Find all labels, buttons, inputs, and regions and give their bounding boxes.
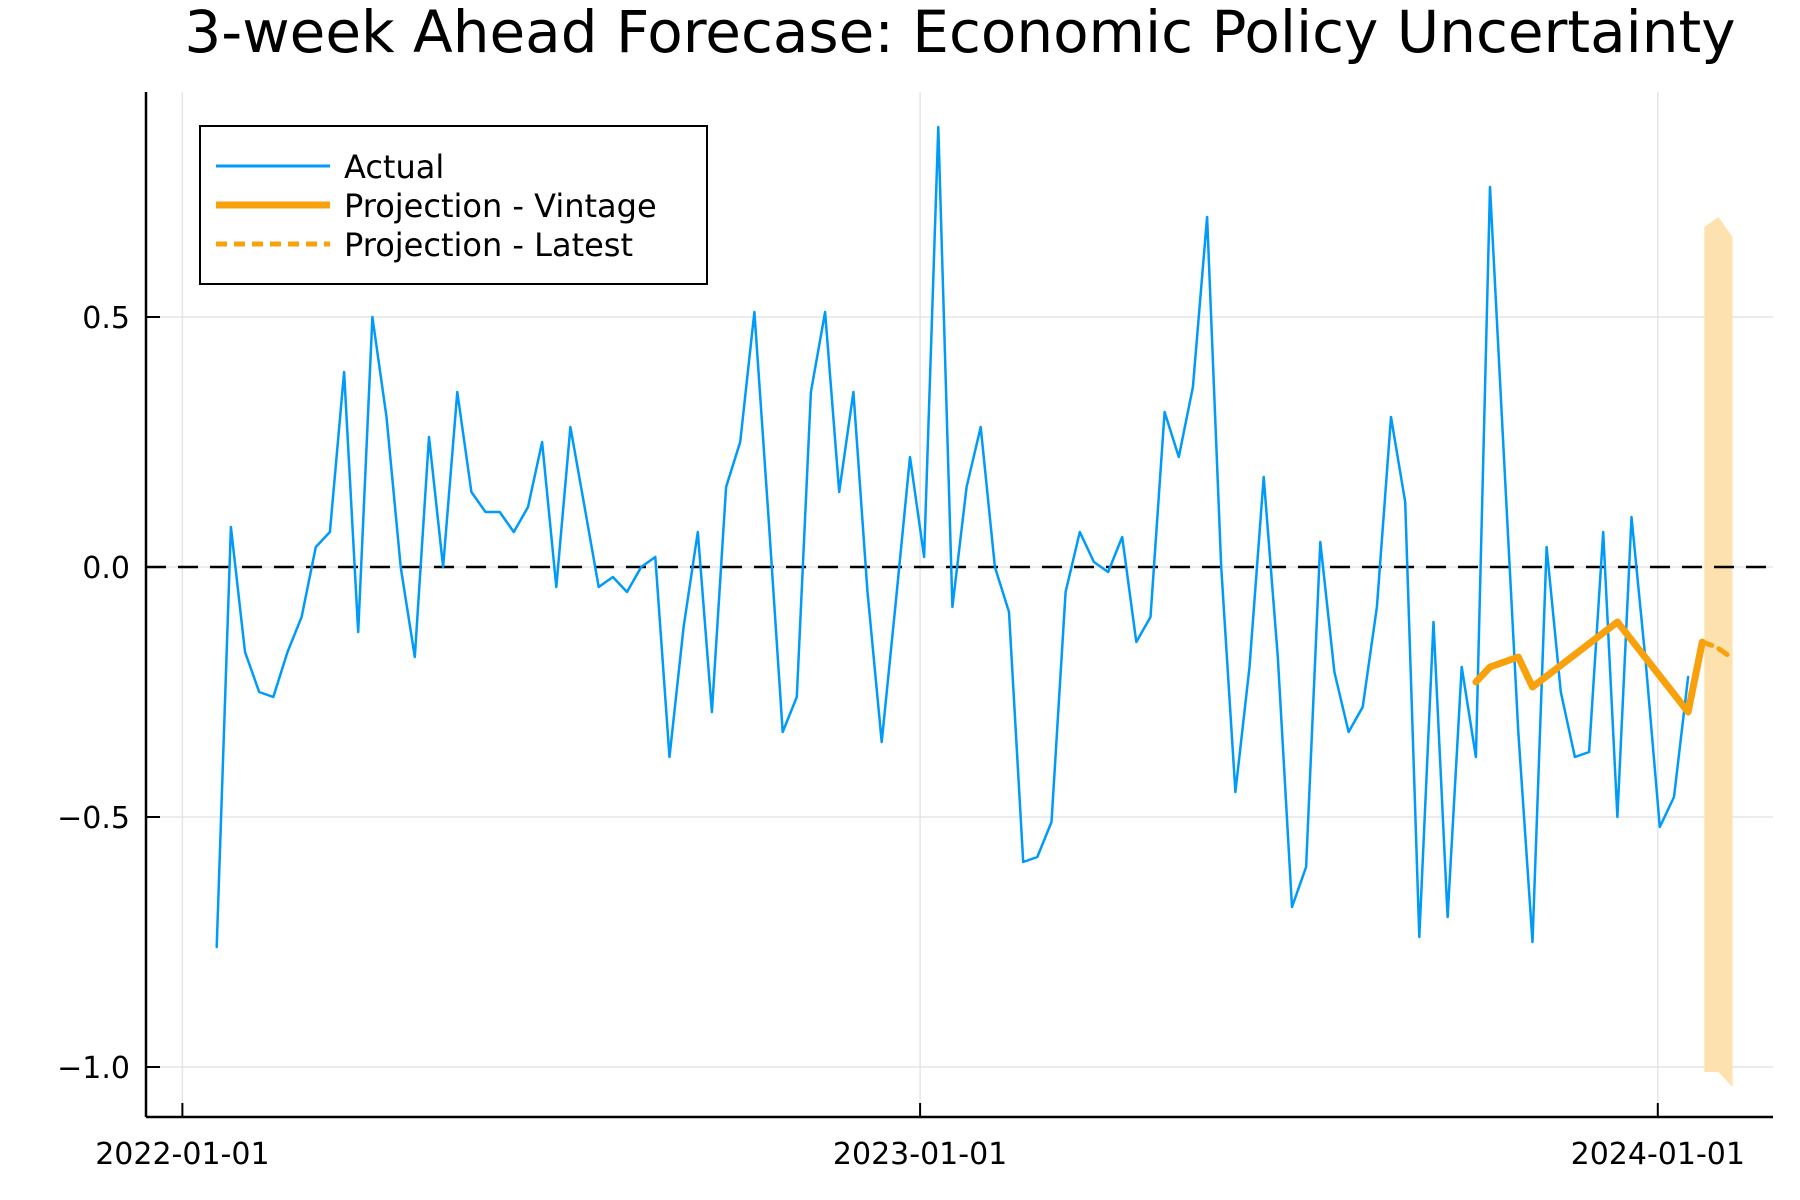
y-tick-label: 0.5 <box>82 301 130 336</box>
legend-label-vintage: Projection - Vintage <box>344 187 657 225</box>
y-tick-label: −1.0 <box>57 1051 130 1086</box>
x-tick-label: 2024-01-01 <box>1571 1137 1745 1172</box>
x-tick-label: 2023-01-01 <box>833 1137 1007 1172</box>
y-tick-label: 0.0 <box>82 551 130 586</box>
projection-band <box>1704 217 1733 1087</box>
x-tick-label: 2022-01-01 <box>95 1137 269 1172</box>
legend-label-actual: Actual <box>344 148 444 186</box>
series-line-projection-vintage <box>1472 618 1706 716</box>
legend-label-latest: Projection - Latest <box>344 226 633 264</box>
tick-labels-layer: 2022-01-01 2023-01-01 2024-01-01 −1.0 −0.5 0.… <box>57 301 1745 1172</box>
y-tick-label: −0.5 <box>57 801 130 836</box>
band-layer <box>1704 217 1733 1087</box>
legend: Actual Projection - Vintage Projection -… <box>199 125 708 285</box>
series-line-actual <box>215 125 1690 949</box>
chart-title: 3-week Ahead Forecase: Economic Policy U… <box>184 0 1735 66</box>
axes-layer <box>144 92 1773 1119</box>
series-line-projection-latest <box>1699 639 1734 660</box>
series-layer <box>215 125 1734 949</box>
